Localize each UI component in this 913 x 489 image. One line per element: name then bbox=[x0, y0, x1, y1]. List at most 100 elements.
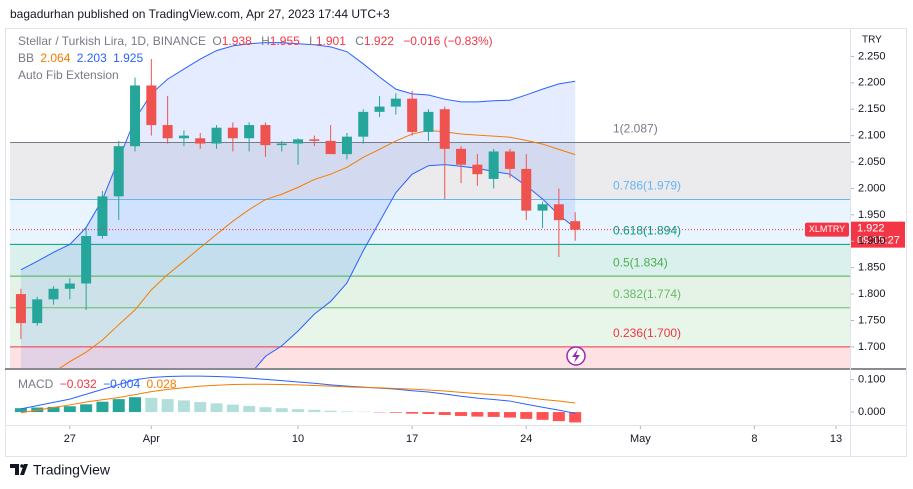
macd-histogram-bar bbox=[292, 409, 305, 413]
candle-body bbox=[293, 139, 304, 144]
macd-histogram-bar bbox=[226, 404, 239, 413]
x-tick-label: 27 bbox=[64, 433, 76, 445]
candle-body bbox=[325, 140, 336, 155]
candle-body bbox=[244, 125, 255, 139]
macd-value: −0.004 bbox=[103, 377, 141, 391]
y-tick-label: 1.800 bbox=[858, 288, 886, 300]
macd-histogram-bar bbox=[422, 412, 435, 414]
legend-line-3: Auto Fib Extension bbox=[18, 68, 122, 83]
x-tick-label: 24 bbox=[520, 433, 532, 445]
macd-histogram-bar bbox=[340, 411, 353, 413]
footer-logo bbox=[10, 464, 28, 475]
candle-body bbox=[309, 139, 320, 141]
fib-label: 0.236(1.700) bbox=[613, 326, 681, 340]
fib-label: 0.5(1.834) bbox=[613, 255, 668, 269]
macd-histogram-bar bbox=[389, 412, 402, 413]
macd-histogram-bar bbox=[129, 397, 142, 413]
alert-icon[interactable] bbox=[566, 346, 586, 366]
ohlc-value: 1.938 bbox=[221, 34, 252, 48]
bb-line bbox=[59, 129, 576, 368]
macd-line bbox=[20, 375, 576, 414]
candle-body bbox=[81, 235, 92, 284]
legend-symbol: Stellar / Turkish Lira, 1D, BINANCE bbox=[18, 34, 207, 48]
x-tick-label: 10 bbox=[292, 433, 304, 445]
candle-body bbox=[439, 109, 450, 149]
fib-label: 0.618(1.894) bbox=[613, 224, 681, 238]
footer-brand: TradingView bbox=[33, 462, 111, 478]
y-tick-label: 1.850 bbox=[858, 262, 886, 274]
macd-histogram-bar bbox=[503, 412, 516, 418]
macd-line bbox=[20, 383, 576, 414]
fib-label: 1(2.087) bbox=[613, 122, 658, 136]
y-tick-label: 2.000 bbox=[858, 182, 886, 194]
y-tick-label: 2.150 bbox=[858, 103, 886, 115]
macd-histogram-bar bbox=[536, 412, 549, 420]
macd-histogram-bar bbox=[438, 412, 451, 415]
legend-ohlc: C1.922 bbox=[355, 34, 397, 48]
macd-key: MACD bbox=[18, 377, 54, 391]
macd-histogram-bar bbox=[520, 412, 533, 419]
macd-value: −0.032 bbox=[59, 377, 97, 391]
y-tick-label: 2.200 bbox=[858, 77, 886, 89]
candle-body bbox=[504, 151, 515, 169]
axes: XLMTRY 1.92209:15:27TRY1.7001.7501.8001.8… bbox=[64, 35, 905, 445]
y-tick-label: 1.900 bbox=[858, 235, 886, 247]
chart-frame bbox=[5, 28, 907, 457]
candle-body bbox=[521, 168, 532, 211]
macd-histogram-bar bbox=[471, 412, 484, 417]
candle-body bbox=[456, 148, 467, 165]
macd-histogram-bar bbox=[324, 410, 337, 413]
legend-line-2: BB 2.064 2.203 1.925 bbox=[18, 51, 146, 66]
candle-body bbox=[260, 125, 271, 146]
bb-line bbox=[254, 164, 576, 368]
symbol-tag-text: XLMTRY bbox=[809, 224, 845, 234]
candle-body bbox=[130, 85, 141, 147]
fib-label: 0.382(1.774) bbox=[613, 287, 681, 301]
macd-histogram-bar bbox=[145, 397, 158, 413]
macd-histogram-bar bbox=[161, 399, 174, 413]
macd-histogram-bar bbox=[569, 412, 582, 423]
macd-histogram-bar bbox=[194, 402, 207, 413]
y-tick-label: 0.000 bbox=[858, 406, 886, 418]
macd-histogram-bar bbox=[63, 406, 76, 413]
countdown-text: 09:15:27 bbox=[857, 235, 900, 247]
x-tick-label: 13 bbox=[830, 433, 842, 445]
macd-histogram-bar bbox=[552, 412, 565, 422]
x-tick-label: 17 bbox=[406, 433, 418, 445]
candle-body bbox=[488, 151, 499, 179]
price-tag-text: 1.922 bbox=[857, 223, 885, 235]
y-tick-label: 1.950 bbox=[858, 209, 886, 221]
candle-body bbox=[32, 299, 43, 324]
ohlc-key: H bbox=[261, 34, 270, 48]
macd-histogram-bar bbox=[275, 408, 288, 413]
x-tick-label: May bbox=[630, 433, 651, 445]
macd-histogram-bar bbox=[96, 401, 109, 413]
fib-band bbox=[10, 346, 850, 368]
macd-histogram-bar bbox=[406, 412, 419, 414]
candle-body bbox=[570, 221, 581, 230]
macd-value: 0.028 bbox=[146, 377, 177, 391]
candle-body bbox=[64, 283, 75, 289]
ohlc-key: L bbox=[309, 34, 316, 48]
legend-change: −0.016 (−0.83%) bbox=[403, 34, 493, 48]
bb-line bbox=[20, 42, 576, 271]
fib-band bbox=[10, 199, 850, 245]
bb-value: 2.064 bbox=[40, 51, 71, 65]
header: bagadurhan published on TradingView.com,… bbox=[10, 7, 390, 21]
candle-body bbox=[407, 98, 418, 132]
candle-body bbox=[15, 294, 26, 324]
y-tick-label: 1.750 bbox=[858, 314, 886, 326]
candle-body bbox=[374, 106, 385, 112]
candle-body bbox=[276, 143, 287, 146]
bb-value: 2.203 bbox=[76, 51, 107, 65]
y-tick-label: 2.100 bbox=[858, 130, 886, 142]
y-tick-label: 1.700 bbox=[858, 341, 886, 353]
macd-histogram-bar bbox=[243, 405, 256, 413]
y-tick-label: 2.050 bbox=[858, 156, 886, 168]
macd-histogram-bar bbox=[47, 406, 60, 413]
fib-name: Auto Fib Extension bbox=[18, 68, 119, 82]
candle-body bbox=[211, 127, 222, 144]
candle-body bbox=[390, 98, 401, 107]
main-pane: 1(2.087) 0.786(1.979) 0.618(1.894) 0.5(1.83… bbox=[10, 42, 850, 368]
